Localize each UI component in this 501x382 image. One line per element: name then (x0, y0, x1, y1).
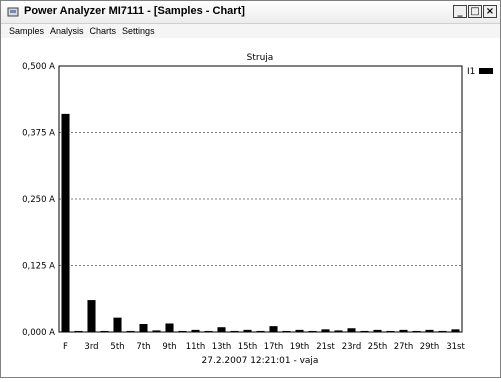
bar (308, 330, 317, 332)
app-icon (7, 7, 19, 17)
x-tick-label: 23rd (342, 342, 362, 352)
x-tick-label: F (63, 342, 68, 352)
legend-label: I1 (467, 67, 475, 77)
grid-layer (59, 132, 462, 266)
bar (113, 317, 122, 332)
bar (74, 330, 83, 332)
menu-analysis[interactable]: Analysis (50, 26, 84, 36)
x-tick-label: 13th (212, 342, 232, 352)
bar (178, 330, 187, 332)
x-tick-label: 3rd (84, 342, 98, 352)
chart-footer: 27.2.2007 12:21:01 - vaja (202, 356, 319, 366)
bar (204, 330, 213, 332)
legend-swatch (479, 68, 493, 74)
y-tick-label: 0,125 A (22, 262, 55, 272)
x-tick-label: 19th (290, 342, 310, 352)
x-tick-label: 15th (238, 342, 258, 352)
bar (334, 330, 343, 332)
x-tick-label: 9th (162, 342, 176, 352)
y-tick-label: 0,250 A (22, 195, 55, 205)
bar (139, 324, 148, 332)
bar (269, 326, 278, 332)
bar (425, 329, 434, 332)
x-tick-label: 5th (110, 342, 124, 352)
chart-area: Struja 0,000 A 0,125 A 0,250 A 0,375 A 0,500… (1, 39, 500, 377)
bar (165, 323, 174, 332)
bar (100, 330, 109, 332)
close-button[interactable]: × (483, 5, 497, 18)
bar (412, 330, 421, 332)
bar (243, 329, 252, 332)
bar (152, 330, 161, 332)
y-tick-label: 0,375 A (22, 129, 55, 139)
bar (399, 329, 408, 332)
bar (386, 330, 395, 332)
bar (61, 113, 70, 332)
x-tick-label: 11th (186, 342, 206, 352)
menu-settings[interactable]: Settings (122, 26, 155, 36)
x-tick-label: 31st (446, 342, 465, 352)
x-tick-label: 29th (420, 342, 440, 352)
plot-frame (58, 65, 463, 333)
bar (373, 329, 382, 332)
window-controls: _ □ × (453, 5, 497, 19)
y-tick-label: 0,000 A (22, 328, 55, 338)
bar (217, 327, 226, 332)
bar (295, 329, 304, 332)
bar (347, 328, 356, 332)
x-tick-label: 25th (368, 342, 388, 352)
x-tick-label: 21st (316, 342, 335, 352)
bar (191, 329, 200, 332)
harmonics-chart: Struja 0,000 A 0,125 A 0,250 A 0,375 A 0,500… (22, 53, 493, 366)
window-title: Power Analyzer MI7111 - [Samples - Chart… (24, 5, 245, 17)
maximize-button[interactable]: □ (468, 5, 482, 18)
axis-layer: 0,000 A 0,125 A 0,250 A 0,375 A 0,500 A F 3rd 5… (22, 62, 465, 352)
menu-samples[interactable]: Samples (9, 26, 45, 36)
bar (230, 330, 239, 332)
bar (256, 330, 265, 332)
x-tick-label: 17th (264, 342, 284, 352)
x-tick-label: 7th (136, 342, 150, 352)
title-bar[interactable]: Power Analyzer MI7111 - [Samples - Chart… (1, 1, 500, 24)
bar (126, 330, 135, 332)
x-tick-label: 27th (394, 342, 414, 352)
bar (438, 330, 447, 332)
bar (282, 330, 291, 332)
bar (451, 329, 460, 332)
legend: I1 (467, 67, 493, 77)
bar (321, 329, 330, 332)
y-tick-label: 0,500 A (22, 62, 55, 72)
menu-charts[interactable]: Charts (89, 26, 117, 36)
bar-layer (61, 113, 460, 332)
bar (87, 300, 96, 332)
chart-title: Struja (247, 53, 274, 63)
bar (360, 330, 369, 332)
menu-bar: Samples Analysis Charts Settings (1, 24, 500, 38)
minimize-button[interactable]: _ (453, 5, 467, 18)
